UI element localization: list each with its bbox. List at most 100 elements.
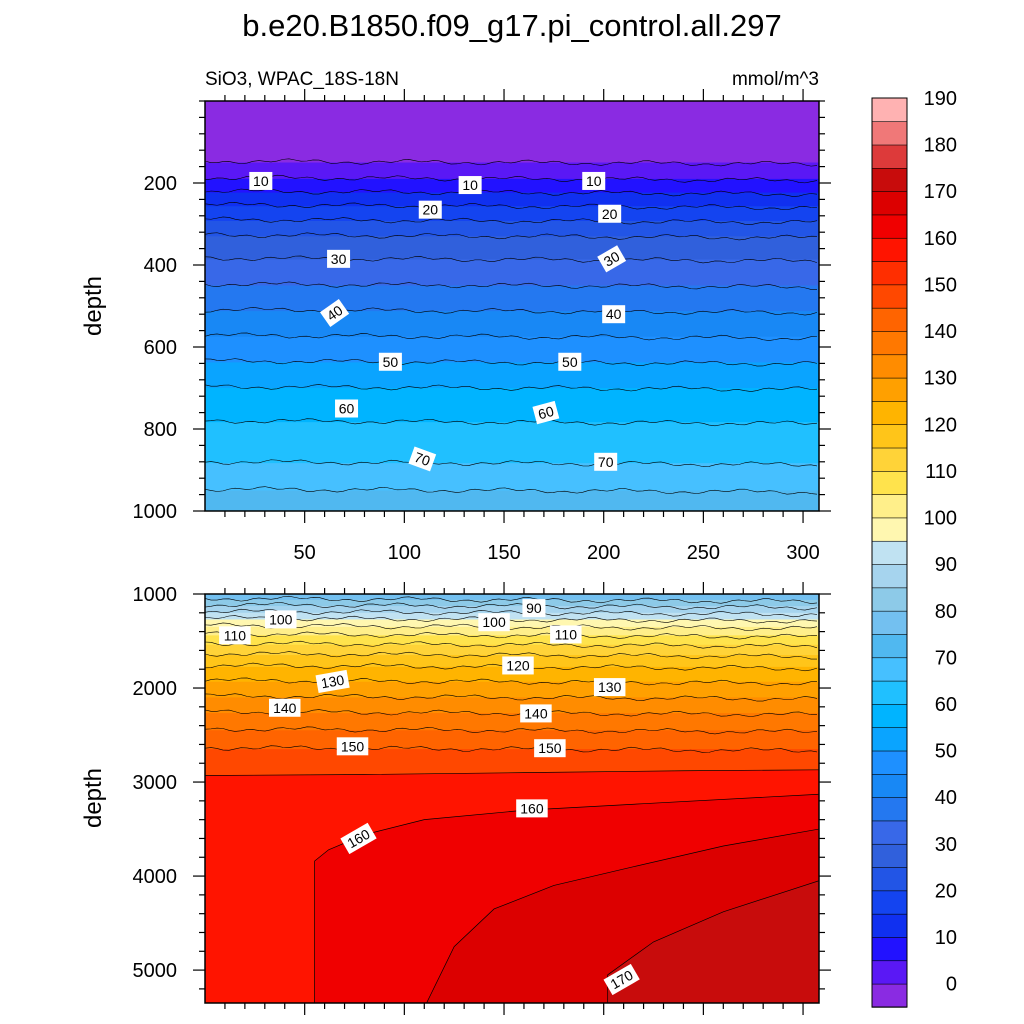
colorbar-swatch [871, 260, 908, 286]
contour-line [205, 631, 818, 640]
contour-label: 90 [522, 599, 546, 618]
contour-line [205, 769, 819, 776]
colorbar-swatch [871, 97, 908, 123]
contour-label-box [335, 399, 359, 418]
contour-label: 120 [502, 656, 534, 675]
contour-label-box [478, 613, 510, 632]
top-contour-lines [205, 158, 818, 495]
contour-band [205, 626, 819, 636]
contour-band [205, 713, 819, 731]
colorbar-swatch [871, 167, 908, 192]
contour-label-box [340, 822, 377, 855]
contour-line [205, 595, 818, 604]
contour-label-box [522, 599, 546, 618]
colorbar-swatch [871, 284, 908, 309]
top-axes: 200 400 600 800 1000 50 100 150 200 250 300 [133, 89, 831, 564]
colorbar-swatch [871, 843, 908, 868]
bottom-contour-fill [205, 594, 819, 1003]
colorbar-label: 0 [946, 974, 957, 996]
colorbar-label: 90 [935, 554, 957, 576]
contour-line [314, 793, 819, 1003]
colorbar-swatch [871, 680, 908, 705]
top-panel: 10 10 10 20 20 30 30 40 40 50 50 60 60 70 70 200 400 600… [80, 89, 831, 564]
colorbar-swatch [871, 144, 908, 169]
contour-label: 60 [335, 399, 359, 418]
colorbar-label: 190 [924, 88, 957, 110]
contour-band [205, 666, 819, 683]
colorbar-swatch [871, 237, 908, 262]
colorbar-swatch [871, 657, 908, 682]
colorbar-label: 60 [935, 694, 957, 716]
y-tick-label: 5000 [133, 960, 178, 982]
contour-label: 130 [593, 678, 626, 697]
contour-label-box [458, 176, 482, 195]
y-tick-label: 200 [144, 173, 177, 195]
contour-label: 70 [594, 452, 618, 471]
contour-band [205, 311, 819, 338]
contour-band [205, 178, 819, 194]
contour-band [205, 606, 819, 614]
colorbar-swatch [871, 703, 908, 729]
contour-label-text: 150 [341, 738, 365, 754]
contour-line [205, 608, 818, 618]
contour-label: 10 [249, 171, 273, 190]
contour-line [205, 602, 818, 611]
colorbar-swatch [871, 587, 908, 612]
contour-label: 150 [336, 737, 369, 756]
colorbar-swatch [871, 121, 908, 146]
contour-band [205, 697, 819, 714]
colorbar-swatch [871, 377, 908, 402]
contour-line [205, 281, 818, 290]
contour-band [205, 192, 819, 207]
contour-label-box [378, 352, 402, 371]
contour-label: 20 [598, 204, 622, 223]
colorbar-swatch [871, 773, 908, 798]
colorbar-swatch [871, 540, 908, 565]
colorbar-label: 120 [924, 414, 957, 436]
contour-line [426, 828, 819, 1003]
contour-label: 140 [268, 698, 301, 717]
contour-label-text: 100 [269, 611, 293, 627]
y-tick-label: 2000 [133, 678, 178, 700]
y-tick-label: 1000 [133, 584, 178, 606]
contour-band [205, 162, 819, 180]
colorbar-label: 20 [935, 880, 957, 902]
colorbar-swatch [871, 936, 908, 962]
contour-band [205, 220, 819, 237]
colorbar-label: 160 [924, 228, 957, 250]
colorbar-swatch [871, 633, 908, 659]
colorbar-label: 70 [935, 647, 957, 669]
contour-band [205, 594, 819, 601]
region-175 [607, 880, 819, 1003]
units-subtitle: mmol/m^3 [732, 69, 819, 90]
contour-label-text: 50 [562, 354, 578, 370]
contour-label-text: 50 [383, 354, 399, 370]
contour-label: 130 [315, 669, 350, 694]
contour-label-box [597, 245, 627, 273]
contour-label-box [319, 299, 350, 327]
y-tick-label: 1000 [133, 501, 178, 523]
contour-line [205, 384, 818, 392]
contour-band [205, 422, 819, 464]
colorbar-swatch [871, 960, 908, 985]
contour-label-box [558, 352, 582, 371]
colorbar-swatch [871, 190, 908, 216]
colorbar-label: 100 [924, 508, 957, 530]
contour-label-box [219, 626, 251, 645]
contour-line [205, 255, 818, 264]
contour-line [205, 640, 818, 649]
contour-band [205, 236, 819, 261]
contour-label-box [550, 625, 582, 644]
top-contour-labels: 10 10 10 20 20 30 30 40 40 50 50 60 60 70 70 [249, 171, 627, 472]
contour-label-box [265, 610, 297, 629]
contour-label-text: 130 [598, 679, 622, 695]
contour-label: 50 [378, 352, 402, 371]
colorbar-swatch [871, 913, 908, 938]
contour-band [205, 463, 819, 491]
colorbar-label: 30 [935, 834, 957, 856]
contour-label-box [336, 737, 369, 756]
contour-band [205, 681, 819, 698]
contour-label: 140 [520, 704, 552, 723]
